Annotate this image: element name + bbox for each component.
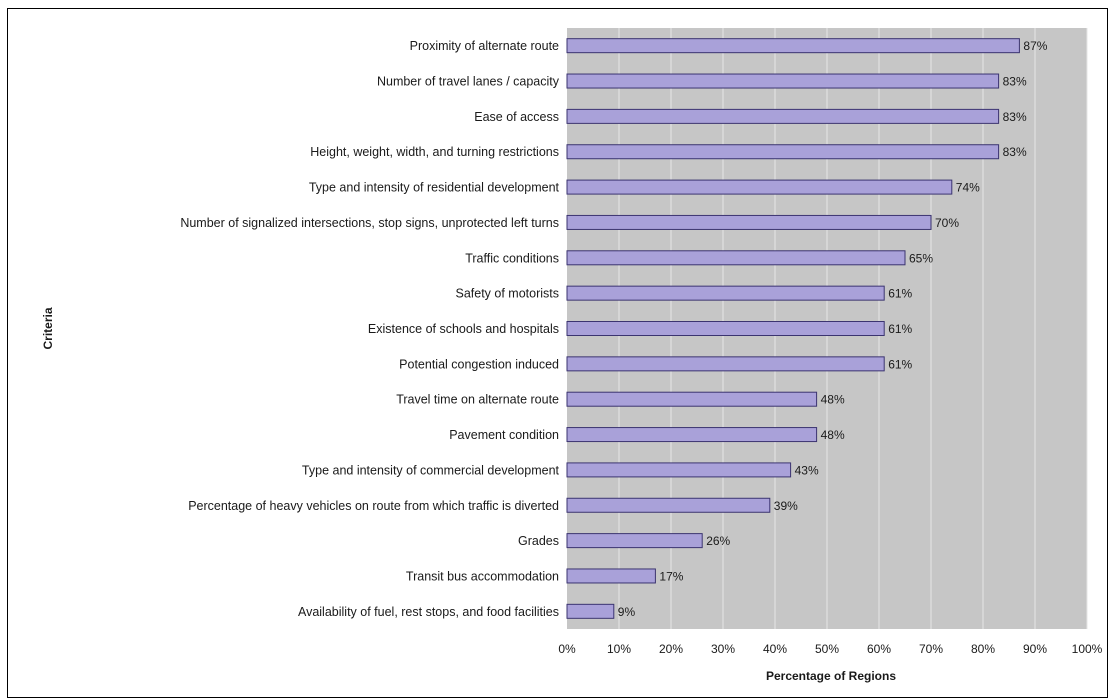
bar	[566, 321, 885, 336]
x-tick-label: 90%	[1023, 642, 1047, 656]
bar	[566, 73, 1000, 89]
bar	[566, 427, 818, 443]
category-label: Traffic conditions	[465, 251, 559, 265]
category-label: Existence of schools and hospitals	[368, 322, 559, 336]
data-label: 26%	[706, 534, 730, 548]
data-label: 83%	[1003, 110, 1027, 124]
category-label: Height, weight, width, and turning restr…	[310, 145, 559, 159]
bar	[566, 144, 1000, 160]
data-label: 61%	[888, 287, 912, 301]
data-label: 48%	[821, 393, 845, 407]
x-tick-label: 30%	[711, 642, 735, 656]
bar	[566, 603, 615, 619]
bar	[566, 533, 703, 549]
category-label: Transit bus accommodation	[406, 569, 559, 583]
data-label: 87%	[1023, 39, 1047, 53]
data-label: 65%	[909, 251, 933, 265]
bar	[566, 497, 771, 513]
data-label: 61%	[888, 322, 912, 336]
bar	[566, 285, 885, 301]
bar	[566, 356, 885, 372]
category-label: Pavement condition	[449, 428, 559, 442]
x-tick-label: 100%	[1072, 642, 1103, 656]
category-label: Potential congestion induced	[399, 357, 559, 371]
data-label: 61%	[888, 357, 912, 371]
category-label: Type and intensity of residential develo…	[309, 181, 560, 195]
data-label: 83%	[1003, 75, 1027, 89]
bar	[566, 108, 1000, 124]
data-label: 39%	[774, 499, 798, 513]
data-label: 70%	[935, 216, 959, 230]
x-tick-labels: 0% 10% 20% 30% 40% 50% 60% 70% 80% 90% 100%	[558, 642, 1102, 656]
x-tick-label: 0%	[558, 642, 576, 656]
x-tick-label: 40%	[763, 642, 787, 656]
bars	[566, 38, 1020, 619]
bar	[566, 214, 932, 230]
category-label: Travel time on alternate route	[396, 393, 559, 407]
data-label: 9%	[618, 605, 636, 619]
x-tick-label: 80%	[971, 642, 995, 656]
data-label: 83%	[1003, 145, 1027, 159]
category-labels: Proximity of alternate route Number of tr…	[180, 39, 559, 619]
x-tick-label: 60%	[867, 642, 891, 656]
data-label: 43%	[795, 463, 819, 477]
y-axis-title: Criteria	[41, 307, 55, 349]
category-label: Type and intensity of commercial develop…	[302, 463, 560, 477]
bar	[566, 462, 792, 478]
bar	[566, 391, 818, 407]
x-tick-label: 70%	[919, 642, 943, 656]
bar	[566, 568, 656, 584]
bar	[566, 179, 953, 195]
x-tick-label: 10%	[607, 642, 631, 656]
value-labels: 87% 83% 83% 83% 74% 70% 65% 61% 61% 61% 48% 48% 43% 3…	[618, 39, 1048, 619]
x-tick-label: 50%	[815, 642, 839, 656]
data-label: 74%	[956, 181, 980, 195]
category-label: Proximity of alternate route	[410, 39, 559, 53]
bar	[566, 250, 906, 266]
category-label: Number of travel lanes / capacity	[377, 75, 560, 89]
bar	[566, 38, 1020, 54]
category-label: Availability of fuel, rest stops, and fo…	[298, 605, 559, 619]
data-label: 48%	[821, 428, 845, 442]
category-label: Grades	[518, 534, 559, 548]
category-label: Number of signalized intersections, stop…	[180, 216, 559, 230]
data-label: 17%	[659, 569, 683, 583]
category-label: Ease of access	[474, 110, 559, 124]
x-tick-label: 20%	[659, 642, 683, 656]
category-label: Safety of motorists	[455, 287, 559, 301]
category-label: Percentage of heavy vehicles on route fr…	[188, 499, 559, 513]
x-axis-title: Percentage of Regions	[766, 669, 896, 683]
